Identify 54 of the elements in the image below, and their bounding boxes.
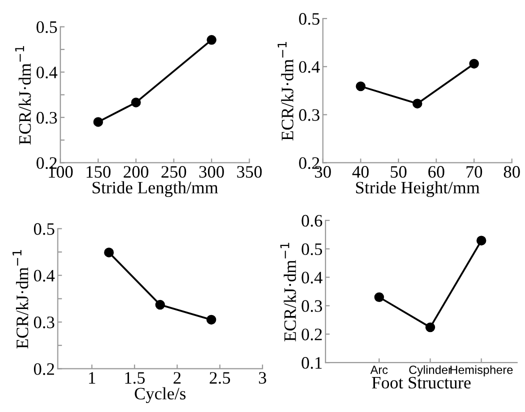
x-tick-label: 2	[174, 372, 181, 384]
x-axis-title: Foot Structure	[372, 376, 471, 389]
x-tick-label: 2.5	[210, 372, 230, 384]
x-tick-label: 250	[162, 166, 186, 178]
y-tick-label: 0.1	[302, 357, 322, 369]
y-tick-label: 0.5	[299, 13, 320, 25]
point	[206, 314, 216, 325]
point	[469, 58, 479, 69]
x-axis-title: Stride Length/mm	[92, 181, 218, 198]
x-tick-label: 80	[504, 166, 520, 178]
point	[104, 248, 114, 258]
point	[476, 236, 486, 246]
y-axis-title: ECR/kJ·dm$^{−1}$	[15, 46, 31, 145]
y-tick-label: 0.5	[34, 223, 54, 235]
y-tick-label: 0.2	[302, 328, 322, 340]
x-tick-label: 60	[428, 166, 444, 178]
point	[155, 300, 165, 310]
y-tick-label: 0.5	[302, 243, 322, 256]
point	[206, 35, 216, 45]
point	[93, 117, 104, 127]
y-axis-title: ECR/kJ·dm$^{−1}$	[12, 250, 28, 349]
point	[131, 98, 141, 108]
y-tick-label: 0.6	[302, 214, 322, 227]
x-tick-label: 300	[199, 166, 224, 178]
y-tick-label: 0.3	[34, 316, 54, 328]
x-axis-title: Cycle/s	[134, 387, 186, 404]
x-tick-label: 350	[237, 166, 262, 178]
x-tick-label: 1	[89, 372, 96, 384]
point	[425, 322, 436, 332]
x-axis-title: Stride Height/mm	[356, 181, 480, 198]
x-tick-label: 40	[352, 166, 369, 178]
x-tick-label: 3	[258, 372, 266, 384]
point	[356, 81, 366, 92]
x-tick-label: Cylinder	[409, 365, 452, 376]
y-tick-label: 0.2	[34, 363, 54, 376]
y-tick-label: 0.5	[36, 21, 57, 34]
y-tick-label: 0.3	[36, 112, 57, 124]
x-tick-label: Hemisphere	[450, 365, 513, 376]
y-tick-label: 0.3	[302, 300, 322, 312]
y-tick-label: 0.4	[299, 61, 320, 73]
x-tick-label: 150	[86, 166, 111, 178]
x-tick-label: 200	[124, 166, 148, 178]
y-tick-label: 0.4	[302, 272, 322, 284]
y-tick-label: 0.3	[299, 109, 320, 121]
point	[412, 98, 422, 108]
y-axis-title: ECR/kJ·dm$^{−1}$	[278, 42, 294, 140]
x-tick-label: 70	[466, 166, 482, 178]
x-tick-label: 1.5	[125, 372, 145, 384]
x-tick-label: Arc	[370, 366, 388, 374]
y-tick-label: 0.4	[34, 270, 55, 282]
y-axis-title: ECR/kJ·dm$^{−1}$	[280, 242, 296, 342]
x-tick-label: 50	[390, 166, 406, 178]
point	[374, 292, 384, 302]
y-tick-label: 0.4	[36, 66, 58, 78]
